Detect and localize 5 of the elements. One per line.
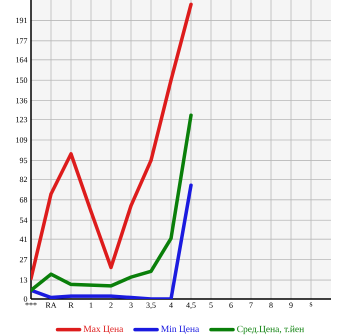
- legend-label: Max Цена: [84, 326, 124, 334]
- line-series: [31, 113, 193, 292]
- legend-label: Min Цена: [161, 326, 200, 334]
- line-series: [31, 2, 193, 280]
- legend-label: Сред.Цена, т.йен: [237, 326, 304, 334]
